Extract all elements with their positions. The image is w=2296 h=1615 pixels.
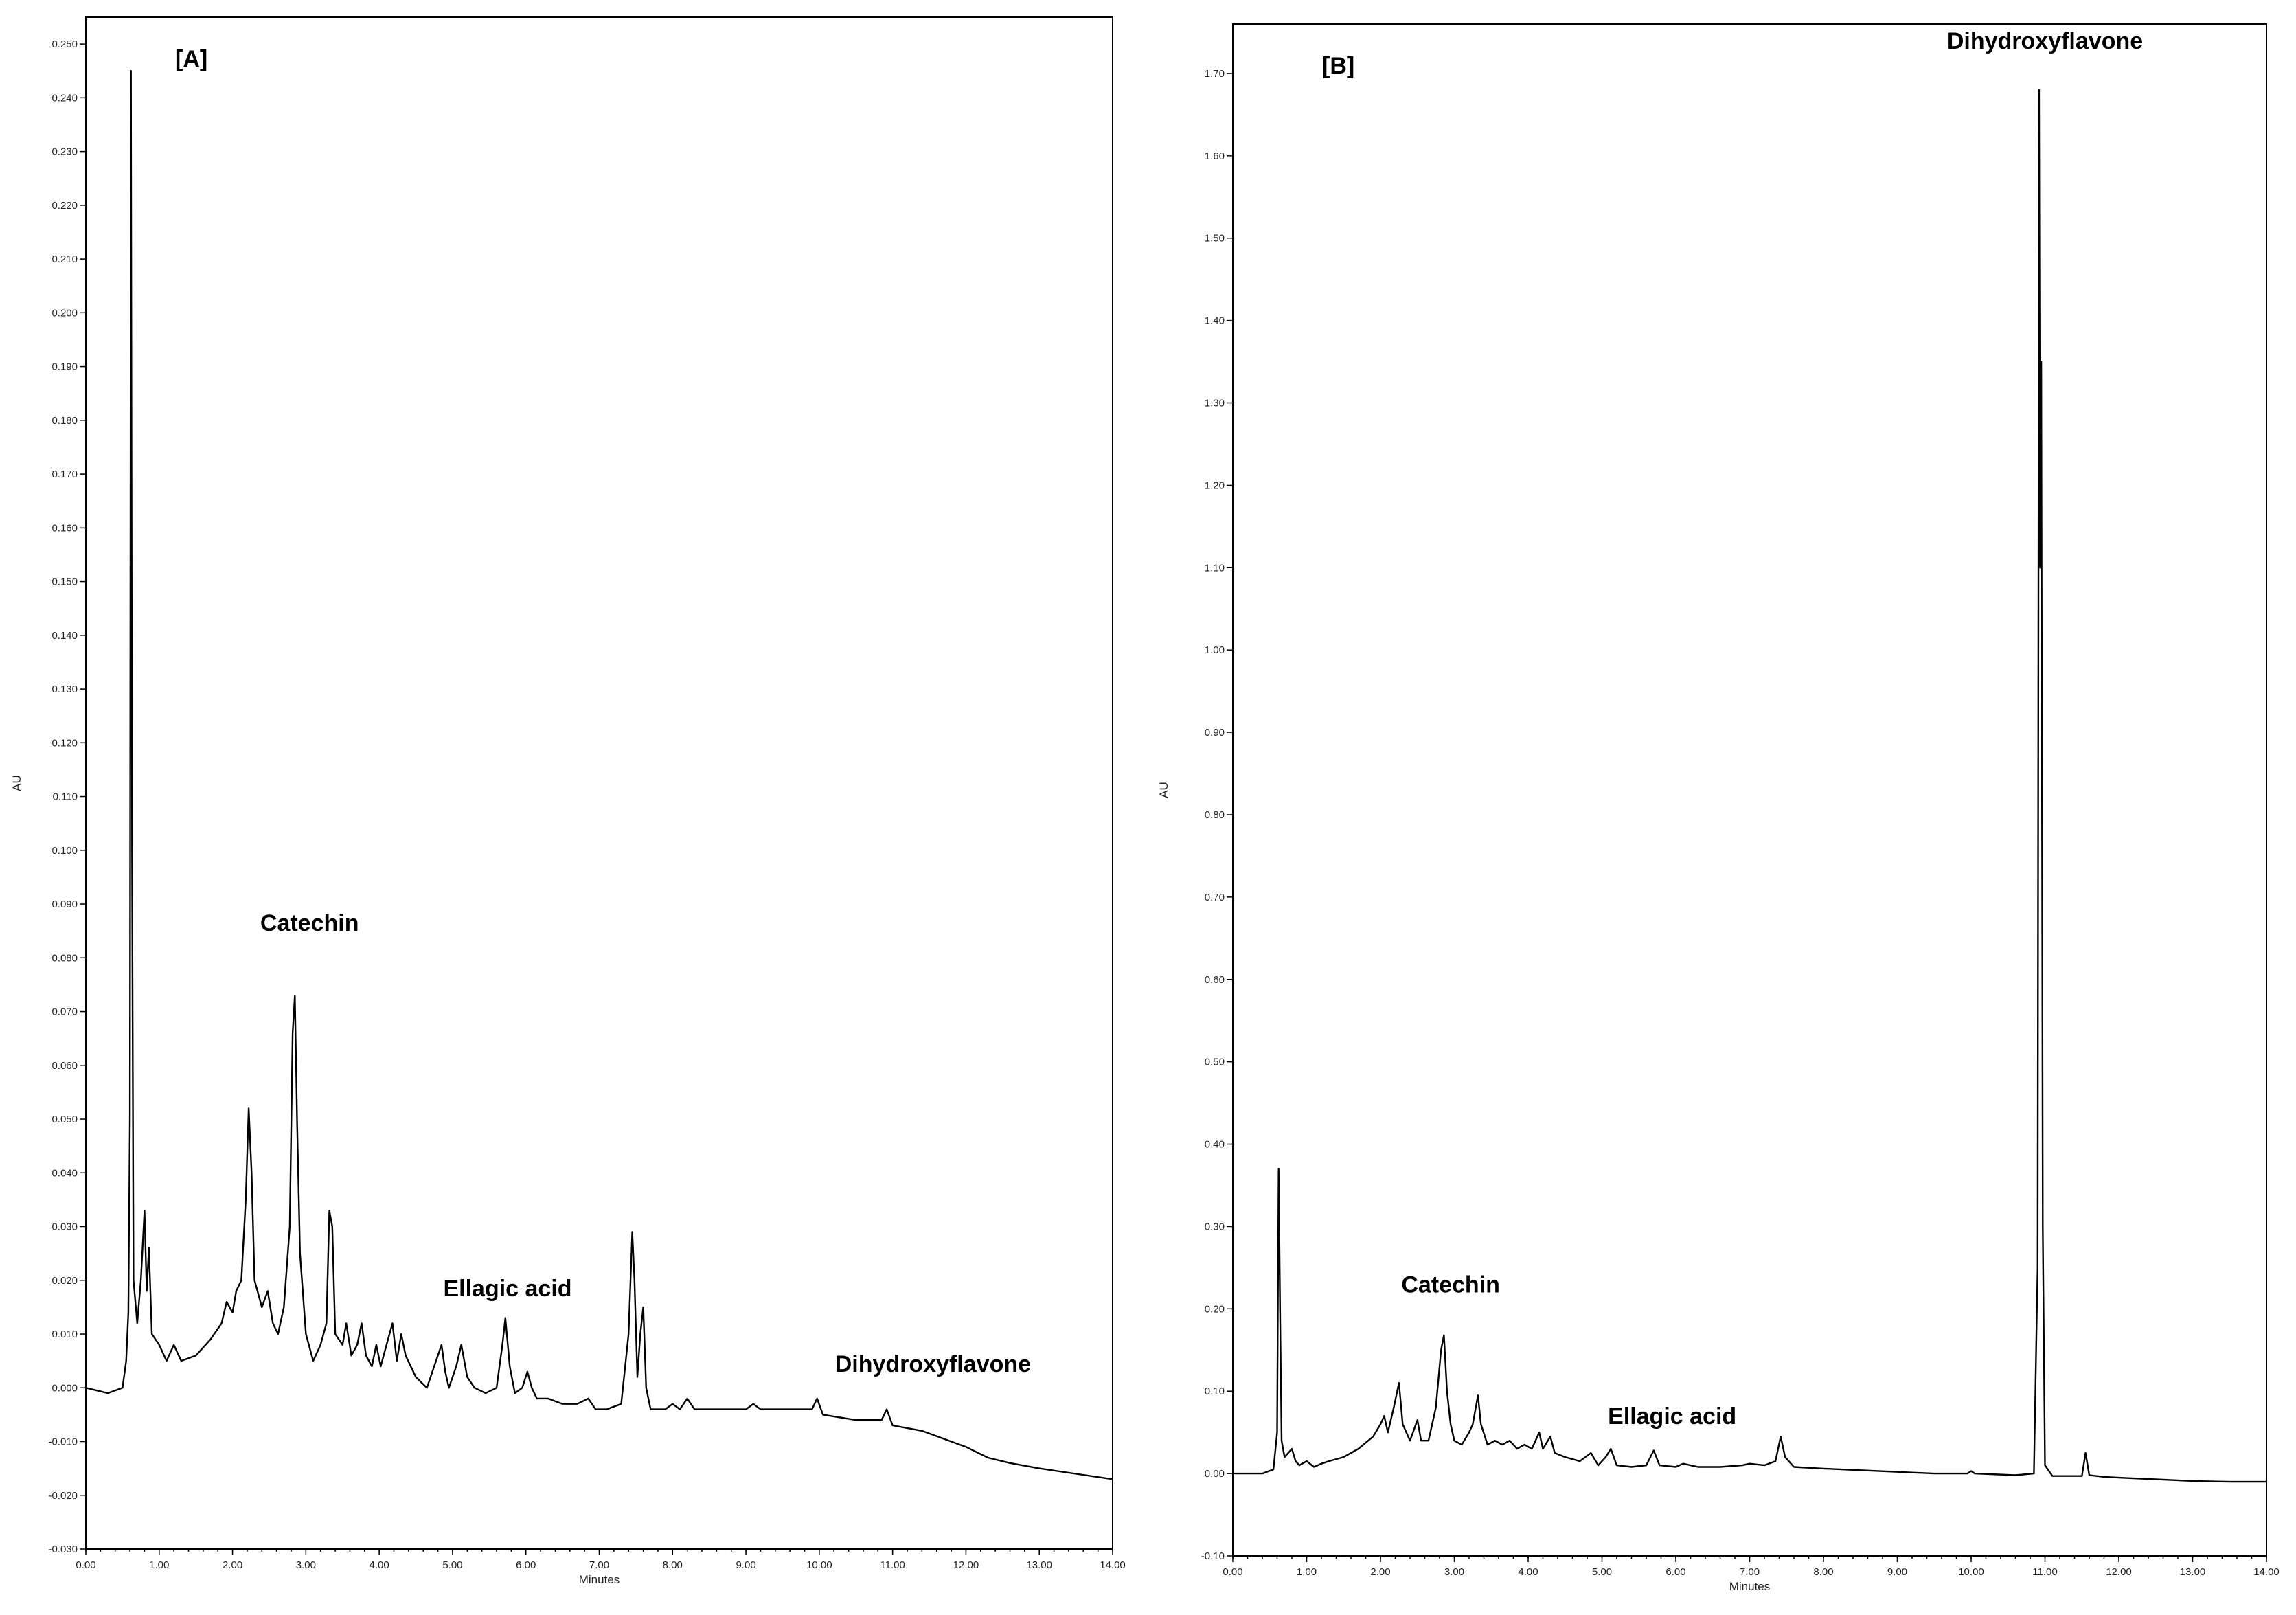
- x-tick-label: 12.00: [953, 1559, 979, 1571]
- y-tick-label: 1.70: [1205, 68, 1225, 80]
- x-tick-label: 6.00: [516, 1559, 536, 1571]
- x-tick-label: 1.00: [149, 1559, 169, 1571]
- y-tick-label: 0.230: [52, 146, 78, 158]
- x-tick-label: 14.00: [2253, 1566, 2280, 1578]
- y-tick-label: 0.040: [52, 1167, 78, 1179]
- chromatogram-trace: [1233, 89, 2266, 1483]
- y-tick-label: 1.30: [1205, 398, 1225, 409]
- y-tick-label: 0.10: [1205, 1386, 1225, 1397]
- x-tick-label: 1.00: [1297, 1566, 1317, 1578]
- y-tick-label: 0.60: [1205, 974, 1225, 986]
- y-axis-title: AU: [1157, 782, 1170, 798]
- x-tick-label: 9.00: [736, 1559, 755, 1571]
- x-tick-label: 11.00: [2032, 1566, 2057, 1578]
- y-tick-label: 0.190: [52, 361, 78, 373]
- peak-annotation-label: Dihydroxyflavone: [1947, 28, 2143, 54]
- y-tick-label: 1.40: [1205, 315, 1225, 327]
- panel-label: [B]: [1322, 53, 1354, 79]
- x-tick-label: 2.00: [223, 1559, 242, 1571]
- y-tick-label: 0.20: [1205, 1303, 1225, 1315]
- x-tick-label: 8.00: [1813, 1566, 1833, 1578]
- x-tick-label: 11.00: [880, 1559, 905, 1571]
- y-tick-label: 0.240: [52, 92, 78, 104]
- plot-frame: [1232, 23, 2267, 1557]
- peak-annotation-label: Catechin: [1401, 1272, 1500, 1298]
- x-tick-label: 0.00: [1223, 1566, 1242, 1578]
- y-tick-label: 0.80: [1205, 809, 1225, 821]
- y-tick-label: 0.100: [52, 845, 78, 857]
- peak-annotation-label: Dihydroxyflavone: [835, 1351, 1031, 1377]
- y-tick-label: 0.00: [1205, 1468, 1225, 1480]
- y-tick-label: 0.070: [52, 1006, 78, 1018]
- x-tick-label: 5.00: [1592, 1566, 1612, 1578]
- x-tick-label: 4.00: [370, 1559, 389, 1571]
- y-tick-label: 0.180: [52, 415, 78, 427]
- x-tick-label: 10.00: [806, 1559, 832, 1571]
- y-tick-label: 0.90: [1205, 727, 1225, 738]
- y-tick-label: 0.120: [52, 737, 78, 749]
- y-tick-label: -0.010: [48, 1436, 78, 1448]
- x-tick-label: 3.00: [296, 1559, 316, 1571]
- x-tick-label: 14.00: [1100, 1559, 1126, 1571]
- chromatogram-trace: [85, 70, 1113, 1480]
- x-tick-label: 6.00: [1666, 1566, 1685, 1578]
- chart-panel-b: 0.00 1.00 2.00 3.00 4.00 5.00 6.00 7.00 8.00 9.00…: [1157, 23, 2280, 1593]
- y-tick-label: 0.030: [52, 1221, 78, 1233]
- plot-frame: [85, 16, 1113, 1550]
- x-tick-label: 4.00: [1518, 1566, 1538, 1578]
- x-tick-label: 13.00: [2180, 1566, 2206, 1578]
- y-tick-label: 0.150: [52, 576, 78, 588]
- x-tick-label: 7.00: [1740, 1566, 1760, 1578]
- y-tick-label: 0.050: [52, 1114, 78, 1125]
- x-tick-label: 0.00: [76, 1559, 95, 1571]
- y-tick-label: 0.70: [1205, 892, 1225, 903]
- y-tick-label: 0.220: [52, 200, 78, 212]
- y-tick-label: 1.20: [1205, 479, 1225, 491]
- y-tick-label: 0.50: [1205, 1057, 1225, 1068]
- y-tick-label: 0.010: [52, 1329, 78, 1340]
- y-tick-label: 0.40: [1205, 1139, 1225, 1151]
- x-tick-label: 13.00: [1026, 1559, 1052, 1571]
- y-tick-label: 0.130: [52, 684, 78, 695]
- y-tick-label: -0.10: [1201, 1550, 1225, 1562]
- y-tick-label: 0.30: [1205, 1221, 1225, 1232]
- y-tick-label: 0.160: [52, 522, 78, 534]
- x-tick-label: 9.00: [1887, 1566, 1907, 1578]
- chart-panel-a: 0.00 1.00 2.00 3.00 4.00 5.00 6.00 7.00 8.00 9.00…: [10, 16, 1126, 1586]
- y-tick-label: 0.060: [52, 1060, 78, 1072]
- y-tick-label: -0.030: [48, 1544, 78, 1555]
- x-tick-label: 2.00: [1370, 1566, 1390, 1578]
- x-tick-label: 12.00: [2106, 1566, 2132, 1578]
- x-axis-title: Minutes: [1729, 1580, 1771, 1593]
- x-axis-title: Minutes: [579, 1573, 620, 1586]
- x-tick-label: 3.00: [1444, 1566, 1464, 1578]
- y-tick-label: 0.140: [52, 630, 78, 642]
- y-tick-label: 0.210: [52, 253, 78, 265]
- peak-annotation-label: Catechin: [260, 910, 359, 936]
- y-tick-label: 0.170: [52, 468, 78, 480]
- y-tick-label: 1.00: [1205, 644, 1225, 656]
- peak-annotation-label: Ellagic acid: [443, 1276, 571, 1302]
- panel-label: [A]: [175, 46, 207, 72]
- y-tick-label: 1.10: [1205, 562, 1225, 574]
- y-tick-label: 1.60: [1205, 150, 1225, 162]
- y-tick-label: 0.200: [52, 307, 78, 319]
- y-tick-label: 0.250: [52, 38, 78, 50]
- y-tick-label: -0.020: [48, 1490, 78, 1502]
- x-tick-label: 8.00: [663, 1559, 683, 1571]
- y-axis-title: AU: [10, 775, 23, 791]
- x-tick-label: 10.00: [1958, 1566, 1984, 1578]
- y-tick-label: 0.110: [53, 791, 78, 803]
- x-tick-label: 5.00: [442, 1559, 462, 1571]
- x-tick-label: 7.00: [589, 1559, 609, 1571]
- y-tick-label: 0.090: [52, 899, 78, 910]
- y-tick-label: 0.020: [52, 1275, 78, 1287]
- y-tick-label: 1.50: [1205, 233, 1225, 245]
- y-tick-label: 0.000: [52, 1382, 78, 1394]
- peak-annotation-label: Ellagic acid: [1608, 1403, 1736, 1430]
- y-tick-label: 0.080: [52, 952, 78, 964]
